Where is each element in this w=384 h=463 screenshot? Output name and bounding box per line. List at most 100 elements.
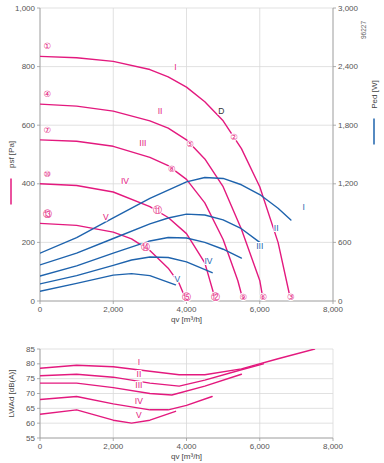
- y-tick: [37, 125, 40, 126]
- annotation: ⑧: [168, 164, 176, 174]
- x-tick-label: 6,000: [250, 305, 271, 314]
- y2-tick: [333, 242, 336, 243]
- y-tick: [37, 393, 40, 394]
- x-tick: [40, 438, 41, 441]
- y-tick-label: 85: [26, 345, 35, 354]
- x-tick: [333, 438, 334, 441]
- y-axis: [40, 8, 41, 301]
- annotation: ⑫: [211, 292, 220, 302]
- annotation: I: [303, 202, 305, 212]
- plot-area: [40, 349, 315, 423]
- series-line: [40, 56, 291, 301]
- x-tick-label: 8,000: [323, 305, 344, 314]
- subtitle: 96227: [360, 21, 367, 39]
- x-tick: [186, 438, 187, 441]
- y2-tick-label: 1,800: [338, 121, 359, 130]
- annotation: ⑬: [43, 209, 52, 219]
- series-line: [40, 410, 176, 423]
- y2-axis: [333, 8, 334, 301]
- y2-axis-key: [373, 119, 375, 145]
- y-tick: [37, 183, 40, 184]
- y2-tick: [333, 8, 336, 9]
- series-line: [40, 177, 291, 253]
- y-axis-label: psf [Pa]: [7, 141, 16, 168]
- y-axis-label: LWAd [dB(A)]: [7, 369, 16, 417]
- series-line: [40, 257, 212, 284]
- series-line: [40, 238, 241, 277]
- grid-line-x: [40, 8, 41, 301]
- series-line: [40, 349, 315, 375]
- y2-tick: [333, 183, 336, 184]
- annotation: V: [136, 410, 142, 420]
- y-tick: [37, 378, 40, 379]
- annotation: ④: [44, 89, 52, 99]
- series-line: [40, 396, 212, 409]
- annotation: V: [175, 274, 181, 284]
- annotation: IV: [204, 256, 212, 266]
- chart-1: 5560657075808502,0004,0006,0008,000LWAd …: [7, 345, 344, 462]
- y2-axis-label: Ped [W]: [370, 80, 379, 108]
- y-tick-label: 75: [26, 374, 35, 383]
- x-axis-label: qv [m³/h]: [171, 315, 202, 324]
- y2-tick: [333, 66, 336, 67]
- y-tick: [37, 242, 40, 243]
- y-tick-label: 800: [22, 62, 36, 71]
- x-tick: [333, 301, 334, 304]
- chart-root: 02004006008001,00002,0004,0006,0008,0000…: [0, 0, 384, 463]
- grid-line-x: [113, 349, 114, 438]
- x-tick: [113, 301, 114, 304]
- annotation: ②: [230, 132, 238, 142]
- y-tick-label: 65: [26, 404, 35, 413]
- y-tick-label: 0: [31, 297, 36, 306]
- annotation: II: [274, 223, 279, 233]
- annotation: ⑩: [44, 169, 52, 179]
- x-tick-label: 8,000: [323, 442, 344, 451]
- annotation: III: [135, 380, 142, 390]
- y2-tick-label: 3,000: [338, 4, 359, 13]
- x-tick-label: 0: [38, 305, 43, 314]
- y-tick-label: 1,000: [15, 4, 36, 13]
- annotation: ⑥: [260, 292, 268, 302]
- y-tick-label: 80: [26, 359, 35, 368]
- x-tick: [40, 301, 41, 304]
- series-line: [40, 223, 187, 301]
- annotation: ⑮: [182, 292, 191, 302]
- annotation: D: [218, 106, 224, 116]
- x-tick-label: 4,000: [176, 305, 197, 314]
- annotation: III: [139, 138, 146, 148]
- y2-tick-label: 600: [338, 238, 352, 247]
- grid-line-x: [259, 349, 260, 438]
- grid-line-x: [186, 349, 187, 438]
- x-tick: [113, 438, 114, 441]
- annotation: ⑨: [239, 292, 247, 302]
- x-axis-label: qv [m³/h]: [171, 452, 202, 461]
- y-tick: [37, 66, 40, 67]
- y2-tick: [333, 125, 336, 126]
- y-tick: [37, 301, 40, 302]
- annotation: V: [103, 212, 109, 222]
- y-tick-label: 60: [26, 419, 35, 428]
- x-tick-label: 6,000: [250, 442, 271, 451]
- series-line: [40, 140, 243, 301]
- y-tick-label: 70: [26, 389, 35, 398]
- x-tick-label: 2,000: [103, 442, 124, 451]
- y-tick: [37, 423, 40, 424]
- y-tick: [37, 349, 40, 350]
- y-tick: [37, 363, 40, 364]
- annotation: IV: [135, 396, 143, 406]
- annotation: II: [137, 369, 142, 379]
- x-tick-label: 4,000: [176, 442, 197, 451]
- annotation: ①: [44, 41, 52, 51]
- grid-line-x: [333, 8, 334, 301]
- annotation: II: [158, 106, 163, 116]
- series-line: [40, 274, 176, 292]
- chart-0: 02004006008001,00002,0004,0006,0008,0000…: [7, 4, 379, 325]
- y-tick: [37, 8, 40, 9]
- x-tick-label: 2,000: [103, 305, 124, 314]
- annotation: ⑭: [141, 242, 150, 252]
- grid-line-x: [259, 8, 260, 301]
- annotation: ③: [287, 292, 295, 302]
- annotation: ⑪: [153, 205, 162, 215]
- plot-area: [40, 56, 291, 301]
- annotation: IV: [121, 176, 129, 186]
